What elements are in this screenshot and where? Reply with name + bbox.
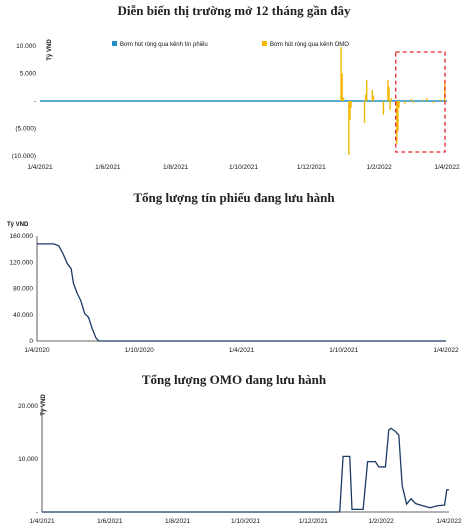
x-tick-label: 1/8/2021 — [165, 518, 191, 525]
x-tick-label: 1/10/2021 — [229, 164, 258, 171]
omo-bar — [342, 97, 344, 101]
x-tick-label: 1/10/2020 — [125, 347, 154, 354]
legend-label-omo: Bơm hút ròng qua kênh OMO — [270, 42, 349, 48]
x-tick-label: 1/10/2021 — [231, 518, 260, 525]
chart3-title: Tổng lượng OMO đang lưu hành — [142, 372, 327, 387]
omo-bar — [403, 101, 406, 104]
omo-bar — [444, 83, 446, 101]
x-tick-label: 1/6/2021 — [95, 164, 121, 171]
omo-bar — [348, 101, 350, 155]
legend-swatch-omo — [262, 41, 267, 46]
y-tick-label: 20.000 — [18, 403, 38, 410]
omo-bar — [390, 98, 392, 101]
omo-bar — [364, 94, 367, 101]
omo-bar — [387, 80, 389, 101]
y-tick-label: 10.000 — [18, 456, 38, 463]
omo-bar — [389, 101, 391, 110]
x-tick-label: 1/4/2022 — [433, 347, 459, 354]
y-tick-label: (5.000) — [15, 126, 36, 133]
x-tick-label: 1/4/2021 — [29, 518, 55, 525]
y-tick-label: 160.000 — [10, 233, 34, 240]
omo-bar — [410, 98, 413, 101]
x-tick-label: 1/4/2020 — [24, 347, 50, 354]
chart1-legend: Bơm hút ròng qua kênh tín phiếu Bơm hút … — [112, 41, 349, 48]
x-tick-label: 1/4/2022 — [436, 518, 462, 525]
chart1-highlight-box — [395, 51, 446, 153]
chart-open-market: Diễn biến thị trường mở 12 tháng gần đây… — [12, 3, 460, 171]
omo-bar — [396, 101, 398, 144]
x-tick-label: 1/12/2021 — [297, 164, 326, 171]
chart3-ylabel: Tỷ VND — [41, 394, 47, 416]
legend-swatch-tin-phieu — [112, 41, 117, 46]
y-tick-label: 0 — [29, 338, 33, 345]
chart2-ylabel: Tỷ VND — [7, 222, 29, 228]
x-tick-label: 1/6/2021 — [97, 518, 123, 525]
omo-bar — [350, 101, 352, 108]
omo-bar — [371, 90, 373, 101]
y-tick-label: 10.000 — [16, 43, 36, 50]
omo-bar — [398, 101, 400, 108]
omo-bar — [341, 73, 343, 101]
chart1-title: Diễn biến thị trường mở 12 tháng gần đây — [117, 3, 351, 18]
omo-bar — [382, 101, 385, 115]
chart-omo: Tổng lượng OMO đang lưu hành Tỷ VND 20.0… — [18, 372, 462, 525]
y-tick-label: - — [34, 98, 36, 105]
omo-bar — [340, 47, 342, 101]
x-tick-label: 1/4/2021 — [229, 347, 255, 354]
omo-bar — [349, 101, 351, 121]
y-tick-label: 80.000 — [13, 286, 33, 293]
omo-bar — [432, 101, 435, 104]
y-tick-label: 40.000 — [13, 312, 33, 319]
y-tick-label: (10.000) — [12, 153, 36, 160]
omo-bar — [421, 99, 424, 101]
chart1-ylabel: Tỷ VND — [47, 39, 53, 61]
omo-bar — [363, 101, 366, 123]
x-tick-label: 1/10/2021 — [329, 347, 358, 354]
y-tick-label: - — [36, 509, 38, 516]
omo-bar — [366, 80, 368, 101]
y-tick-label: 5.000 — [20, 71, 37, 78]
x-tick-label: 1/4/2022 — [434, 164, 460, 171]
omo-bar — [426, 98, 428, 101]
x-tick-label: 1/8/2021 — [163, 164, 189, 171]
omo-bar — [388, 86, 390, 101]
series-line — [37, 243, 446, 342]
legend-label-tin-phieu: Bơm hút ròng qua kênh tín phiếu — [120, 42, 208, 48]
x-tick-label: 1/2/2022 — [367, 164, 393, 171]
chart2-title: Tổng lượng tín phiếu đang lưu hành — [133, 190, 335, 205]
series-line — [42, 427, 449, 513]
x-tick-label: 1/4/2021 — [27, 164, 53, 171]
chart-tin-phieu: Tổng lượng tín phiếu đang lưu hành Tỷ VN… — [7, 190, 459, 354]
omo-bar — [397, 101, 399, 132]
y-tick-label: 120.000 — [10, 259, 34, 266]
omo-bar — [412, 101, 415, 103]
x-tick-label: 1/2/2022 — [369, 518, 395, 525]
x-tick-label: 1/12/2021 — [299, 518, 328, 525]
omo-bar — [372, 95, 375, 101]
omo-bar — [439, 99, 442, 101]
